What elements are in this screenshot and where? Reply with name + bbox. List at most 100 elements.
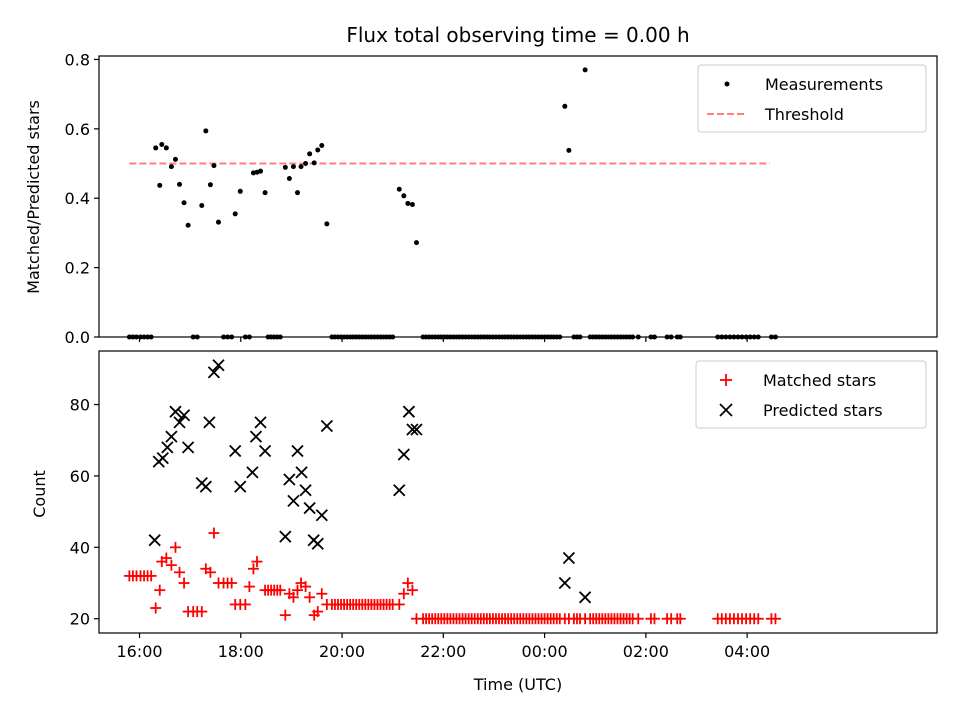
bottom-x-axis-label: Time (UTC) [473,675,562,694]
y-tick-label: 0.2 [65,259,90,278]
matched-stars-point [752,613,764,625]
matched-stars-point [393,598,405,610]
predicted-stars-point [254,416,267,429]
predicted-stars-point [169,405,182,418]
measurements-point [294,190,300,196]
predicted-stars-point [161,441,174,454]
measurements-point [562,103,568,109]
predicted-stars-point [311,537,324,550]
predicted-stars-point [165,430,178,443]
predicted-stars-point [410,423,423,436]
measurements-point [203,128,209,134]
predicted-stars-point [234,480,247,493]
bottom-y-axis-label: Count [30,470,49,518]
matched-stars-point [674,613,686,625]
measurements-point [237,188,243,194]
predicted-stars-point [295,466,308,479]
x-tick-label: 18:00 [218,642,264,661]
matched-stars-point [632,613,644,625]
measurements-point [396,186,402,192]
y-tick-label: 0.8 [65,50,90,69]
measurements-point [303,161,309,167]
matched-stars-point [247,563,259,575]
measurements-point [413,240,419,246]
predicted-stars-point [203,416,216,429]
matched-stars-point [150,602,162,614]
measurements-point [185,222,191,228]
bottom-panel: 20 40 60 80 16:00 18:00 20:00 22:00 00:00 02:00 0… [30,350,938,694]
matched-stars-point [287,591,299,603]
predicted-stars-point [246,466,259,479]
matched-stars-point [312,606,324,618]
matched-stars-point [402,577,414,589]
predicted-stars-point [229,444,242,458]
matched-stars-point [291,584,303,596]
predicted-stars-point [148,534,161,547]
matched-stars-point [769,613,781,625]
measurements-point [311,160,317,166]
predicted-stars-point [249,430,263,443]
predicted-stars-point [177,409,191,422]
matched-stars-point [300,581,312,593]
measurements-point [324,221,330,227]
predicted-stars-point [258,444,272,458]
measurements-point [199,203,205,209]
legend-predicted-marker [719,403,733,417]
predicted-stars-point [315,509,328,522]
bottom-plot-area [123,359,781,625]
matched-stars-point [304,591,316,603]
measurements-point [582,67,588,73]
x-tick-label: 02:00 [623,642,669,661]
measurements-point [211,163,217,169]
matched-stars-point [226,577,238,589]
top-y-axis-label: Matched/Predicted stars [24,100,43,294]
predicted-stars-point [558,576,571,590]
legend-threshold-label: Threshold [764,105,844,124]
measurements-point [157,182,163,188]
measurements-point [262,190,268,196]
measurements-point [282,164,288,170]
y-tick-label: 80 [70,396,90,415]
legend-matched-label: Matched stars [763,371,876,390]
matched-stars-point [169,541,181,553]
y-tick-label: 20 [70,610,90,629]
x-tick-label: 04:00 [724,642,770,661]
matched-stars-point [154,584,166,596]
x-tick-label: 16:00 [116,642,162,661]
predicted-stars-point [199,480,212,493]
predicted-stars-point [291,444,304,458]
matched-stars-point [398,588,410,600]
x-tick-label: 20:00 [319,642,365,661]
top-y-axis: 0.0 0.2 0.4 0.6 0.8 [65,50,99,347]
measurements-point [307,151,313,157]
measurements-point [172,156,178,162]
top-x-axis [138,337,748,342]
measurements-point [258,168,264,174]
measurements-point [159,141,165,147]
matched-stars-point [243,581,255,593]
predicted-stars-point [173,416,186,429]
y-tick-label: 0.4 [65,189,90,208]
measurements-point [207,182,213,188]
matched-stars-point [316,588,328,600]
predicted-stars-point [393,484,406,497]
measurements-point [181,200,187,206]
matched-stars-point [239,598,251,610]
measurements-point [153,145,159,151]
predicted-stars-point [397,448,410,461]
bottom-x-axis: 16:00 18:00 20:00 22:00 00:00 02:00 04:00 [116,633,770,661]
matched-stars-point [165,559,177,571]
y-tick-label: 60 [70,467,90,486]
x-tick-label: 22:00 [420,642,466,661]
matched-stars-point [648,613,660,625]
legend-measurements-label: Measurements [765,75,883,94]
y-tick-label: 40 [70,538,90,557]
matched-stars-point [174,566,186,578]
measurements-point [286,175,292,181]
matched-stars-point [208,527,220,539]
matched-stars-point [204,566,216,578]
legend-measurements-marker [724,81,730,87]
chart-title: Flux total observing time = 0.00 h [346,23,689,47]
measurements-point [409,201,415,207]
